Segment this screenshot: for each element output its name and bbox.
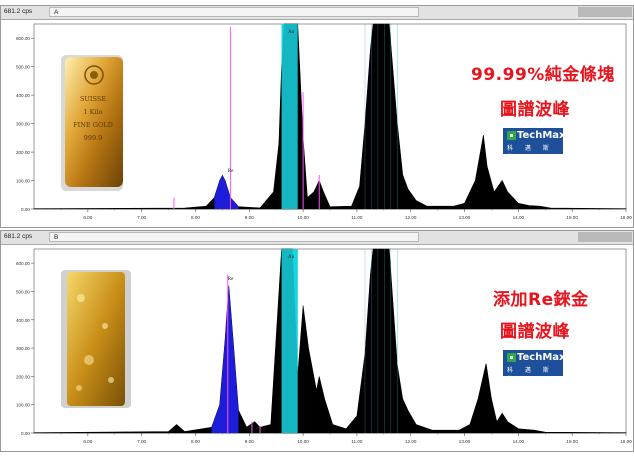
tab-b[interactable]: B (49, 232, 419, 242)
x-tick-label: 13.00 (459, 439, 471, 444)
x-tick-label: 16.00 (620, 215, 632, 220)
logo-sub: 科 邁 斯 集 團 (507, 145, 554, 161)
spectrum-panel-a: 681.2 cps A 0.00 100.00 200.00 300.00 400.00… (0, 5, 634, 228)
spectrum-chart-a: 0.00 100.00 200.00 300.00 400.00 500.00 600.00… (16, 23, 632, 220)
y-tick-label: 400.00 (16, 318, 30, 323)
y-tick-label: 100.00 (16, 403, 30, 408)
y-tick-label: 600.00 (16, 261, 30, 266)
y-tick-label: 0.00 (21, 207, 30, 212)
x-tick-label: 8.00 (191, 215, 200, 220)
y-tick-label: 600.00 (16, 36, 30, 41)
spectrum-area (33, 248, 627, 434)
y-tick-label: 500.00 (16, 65, 30, 70)
y-tick-label: 300.00 (16, 122, 30, 127)
x-tick-label: 7.00 (137, 439, 146, 444)
techmax-mark-icon (507, 131, 516, 140)
x-tick-label: 10.00 (297, 439, 309, 444)
x-tick-label: 14.00 (513, 215, 525, 220)
bar-line-1: SUISSE (79, 95, 107, 103)
plot-area (33, 248, 627, 434)
x-tick-label: 11.00 (351, 439, 363, 444)
y-tick-label: 200.00 (16, 374, 30, 379)
bar-line-2: 1 Kilo (83, 108, 103, 116)
x-tick-label: 9.00 (245, 439, 254, 444)
panel-a-titlebar: 681.2 cps A (1, 6, 633, 20)
techmax-mark-icon (507, 353, 516, 362)
x-tick-label: 12.00 (405, 439, 417, 444)
x-tick-label: 15.00 (566, 215, 578, 220)
x-tick-label: 10.00 (297, 215, 309, 220)
x-tick-label: 6.00 (83, 439, 92, 444)
x-tick-label: 6.00 (83, 215, 92, 220)
au-highlight-overlay (281, 249, 298, 433)
techmax-logo-a: TechMax 科 邁 斯 集 團 (503, 128, 566, 161)
caption-line-2-a: 圖譜波峰 (500, 100, 570, 120)
y-tick-label: 0.00 (21, 431, 30, 436)
techmax-logo-b: TechMax 科 邁 斯 集 團 (503, 350, 566, 383)
y-tick-label: 300.00 (16, 346, 30, 351)
x-tick-label: 16.00 (620, 439, 632, 444)
caption-line-1-a: 99.99%純金條塊 (471, 65, 615, 85)
logo-brand: TechMax (517, 130, 566, 141)
y-tick-label: 400.00 (16, 93, 30, 98)
bar-line-4: 999.9 (83, 134, 103, 142)
scale-label: 681.2 cps (4, 8, 33, 15)
caption-line-2-b: 圖譜波峰 (500, 322, 570, 342)
x-tick-label: 9.00 (245, 215, 254, 220)
y-tick-label: 100.00 (16, 179, 30, 184)
tab-a[interactable]: A (49, 7, 419, 17)
scroll-grip[interactable] (578, 232, 632, 242)
y-tick-label: 200.00 (16, 150, 30, 155)
au-highlight-overlay (281, 24, 298, 209)
re-peak-area (214, 175, 239, 209)
scroll-grip[interactable] (578, 7, 632, 17)
x-tick-label: 13.00 (459, 215, 471, 220)
x-tick-label: 11.00 (351, 215, 363, 220)
panel-b-titlebar: 681.2 cps B (1, 231, 633, 245)
y-tick-label: 500.00 (16, 289, 30, 294)
re-peak-area (211, 285, 239, 433)
rhenium-gold-bar-image (61, 270, 131, 408)
logo-sub: 科 邁 斯 集 團 (507, 367, 554, 383)
au-peak-label: Au (288, 30, 295, 35)
au-peak-label: Au (288, 255, 295, 260)
scale-label: 681.2 cps (4, 233, 33, 240)
x-tick-label: 14.00 (513, 439, 525, 444)
x-tick-label: 8.00 (191, 439, 200, 444)
spectrum-panel-b: 681.2 cps B 0.00 100.00 200.00 300.00 400.00… (0, 230, 634, 452)
x-tick-label: 12.00 (405, 215, 417, 220)
x-tick-label: 15.00 (566, 439, 578, 444)
spectrum-area (33, 23, 627, 210)
spectrum-chart-b: 0.00 100.00 200.00 300.00 400.00 500.00 600.00… (16, 248, 632, 444)
re-peak-label: Re (228, 169, 234, 174)
rhenium-gold-bar-photo (59, 268, 133, 410)
plot-area (33, 23, 627, 210)
gold-bar-image (61, 55, 123, 191)
bar-line-3: FINE GOLD (73, 121, 113, 129)
caption-line-1-b: 添加Re錸金 (493, 290, 589, 310)
logo-brand: TechMax (517, 352, 566, 363)
x-tick-label: 7.00 (137, 215, 146, 220)
gold-bar-photo: SUISSE 1 Kilo FINE GOLD 999.9 (57, 51, 129, 196)
re-peak-label: Re (228, 277, 234, 282)
